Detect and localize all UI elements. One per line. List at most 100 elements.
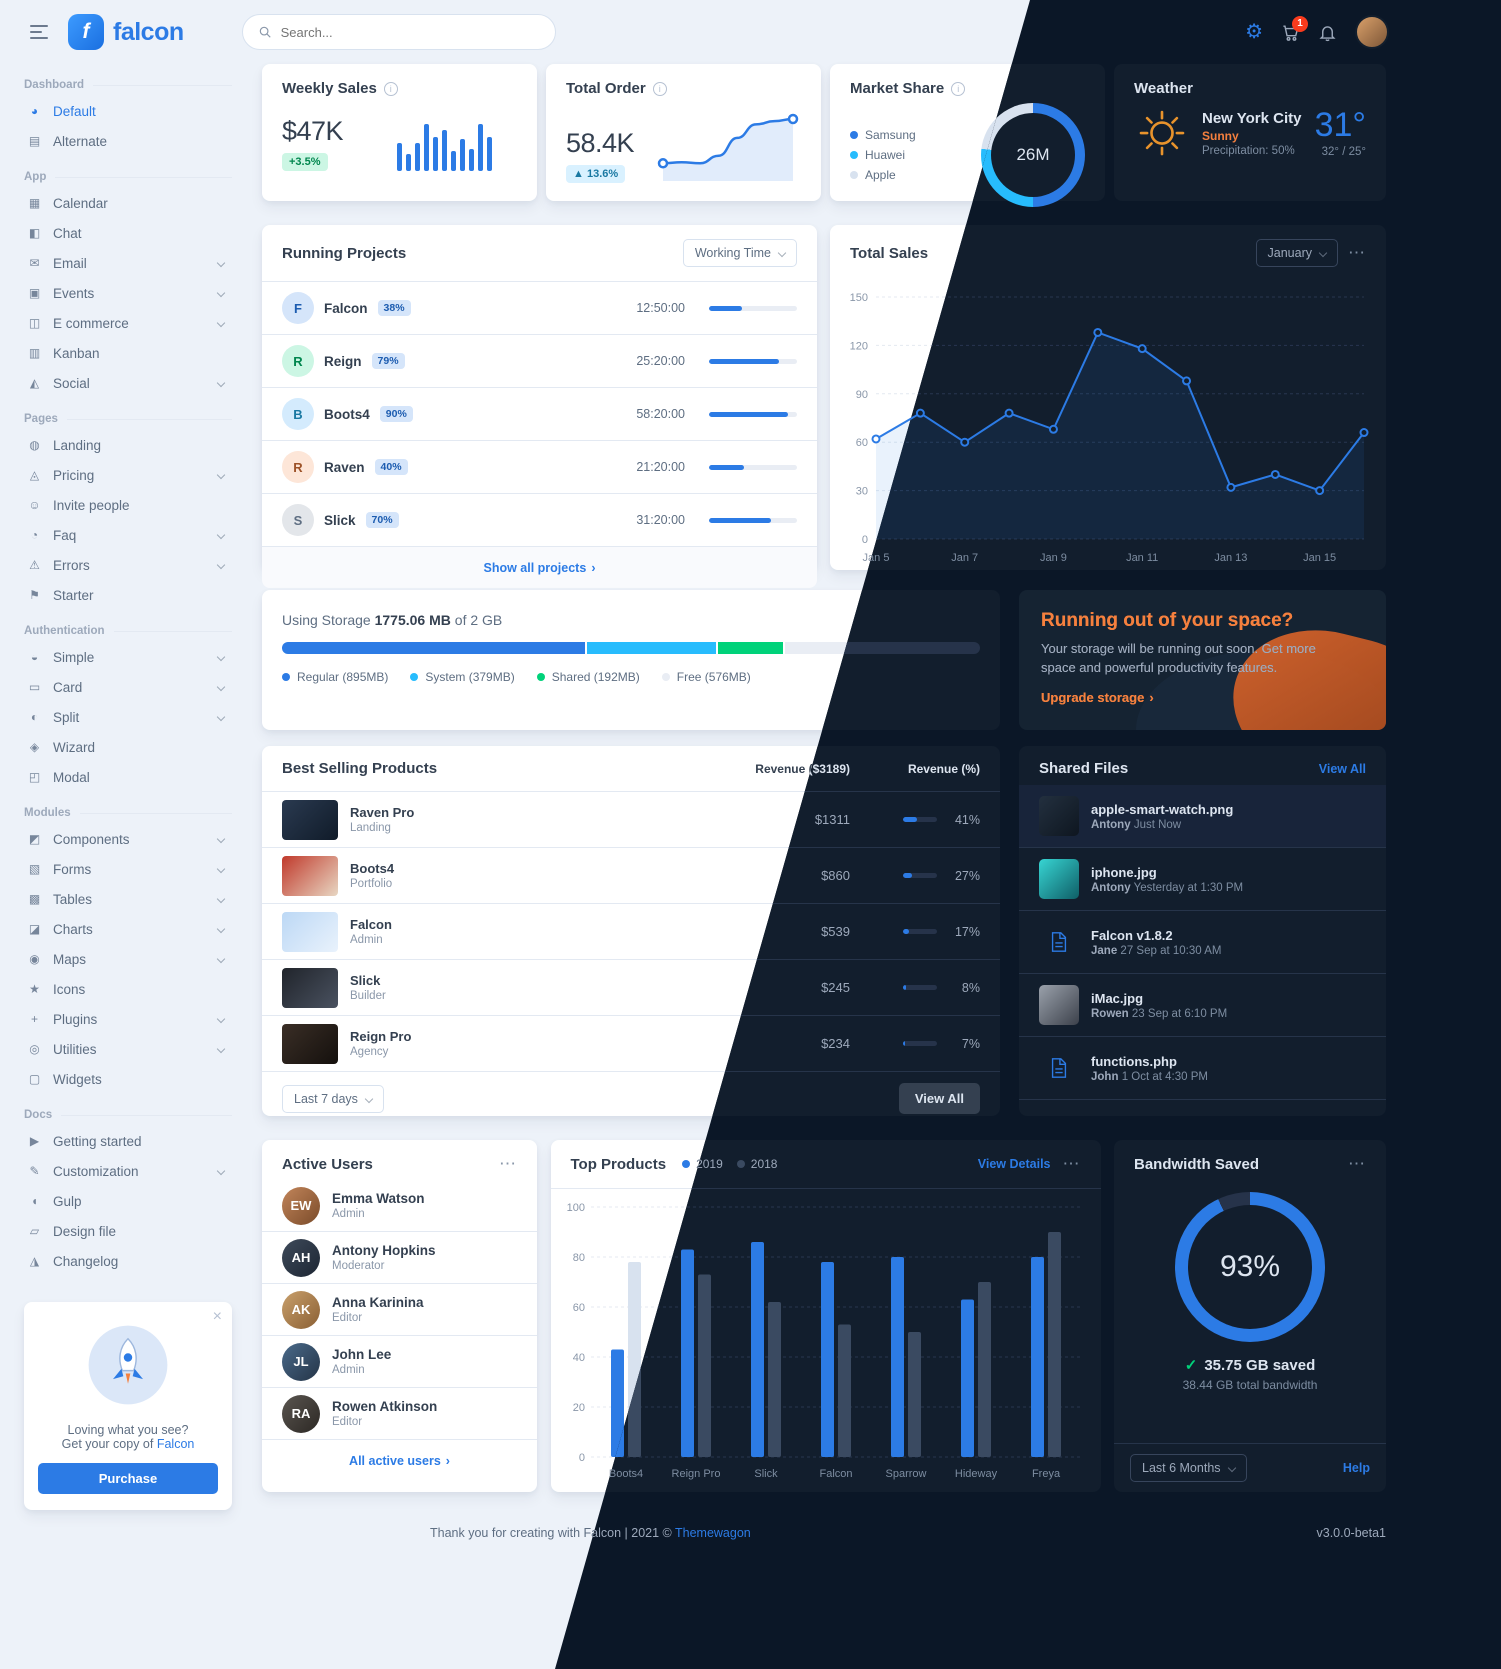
sidebar-item-icons[interactable]: ★Icons xyxy=(24,974,232,1004)
shared-files-view-all-link[interactable]: View All xyxy=(1318,761,1366,776)
card-menu-button[interactable]: ⋯ xyxy=(1348,243,1366,262)
falcon-link[interactable]: Falcon xyxy=(156,1437,195,1451)
sidebar-item-starter[interactable]: ⚑Starter xyxy=(24,580,232,610)
user-avatar[interactable]: AK xyxy=(282,1290,320,1329)
sidebar-item-forms[interactable]: ▧Forms xyxy=(24,854,232,884)
product-name[interactable]: Falcon xyxy=(350,917,392,932)
upgrade-storage-link[interactable]: Upgrade storage › xyxy=(1041,689,1154,705)
info-icon[interactable]: i xyxy=(951,81,966,96)
user-name[interactable]: John Lee xyxy=(332,1347,392,1362)
sidebar-item-e-commerce[interactable]: ◫E commerce xyxy=(24,308,232,338)
close-icon[interactable]: × xyxy=(212,1308,222,1325)
sidebar-item-faq[interactable]: ◔Faq xyxy=(24,520,232,550)
project-name[interactable]: Boots4 xyxy=(324,406,370,422)
file-name[interactable]: Falcon v1.8.2 xyxy=(1091,927,1173,943)
last-7-days-select[interactable]: Last 7 days xyxy=(282,1084,384,1113)
user-avatar[interactable]: RA xyxy=(282,1394,320,1433)
settings-gear-icon[interactable]: ⚙ xyxy=(1245,21,1263,43)
info-icon[interactable]: i xyxy=(652,81,667,96)
sidebar-item-widgets[interactable]: ▢Widgets xyxy=(24,1064,232,1094)
sidebar-item-wizard[interactable]: ◈Wizard xyxy=(24,732,232,762)
sidebar-item-events[interactable]: ▣Events xyxy=(24,278,232,308)
view-details-link[interactable]: View Details xyxy=(977,1157,1051,1171)
sidebar-item-chat[interactable]: ◧Chat xyxy=(24,218,232,248)
month-select[interactable]: January xyxy=(1255,239,1338,267)
sidebar-item-tables[interactable]: ▩Tables xyxy=(24,884,232,914)
sidebar-item-pricing[interactable]: ◬Pricing xyxy=(24,460,232,490)
project-name[interactable]: Reign xyxy=(324,353,362,369)
sidebar-item-customization[interactable]: ✎Customization xyxy=(24,1156,232,1186)
product-name[interactable]: Slick xyxy=(350,973,381,988)
file-name[interactable]: iphone.jpg xyxy=(1091,864,1157,880)
sidebar-item-card[interactable]: ▭Card xyxy=(24,672,232,702)
product-category[interactable]: Builder xyxy=(350,990,386,1002)
last-6-months-select[interactable]: Last 6 Months xyxy=(1130,1454,1247,1482)
user-name[interactable]: Antony Hopkins xyxy=(332,1243,436,1258)
sidebar-item-split[interactable]: ◐Split xyxy=(24,702,232,732)
product-category[interactable]: Portfolio xyxy=(350,878,393,890)
notifications-bell-icon[interactable] xyxy=(1318,23,1337,42)
product-category[interactable]: Agency xyxy=(350,1046,389,1058)
sidebar-item-email[interactable]: ✉Email xyxy=(24,248,232,278)
sidebar-item-errors[interactable]: ⚠Errors xyxy=(24,550,232,580)
sidebar-item-utilities[interactable]: ◎Utilities xyxy=(24,1034,232,1064)
sidebar-item-gulp[interactable]: ◖Gulp xyxy=(24,1186,232,1216)
upgrade-storage-link[interactable]: Upgrade storage › xyxy=(1041,689,1154,705)
sidebar-item-kanban[interactable]: ▥Kanban xyxy=(24,338,232,368)
card-menu-button[interactable]: ⋯ xyxy=(1062,1154,1081,1173)
user-row-john-lee: JL John Lee Admin xyxy=(262,1336,537,1388)
project-name[interactable]: Slick xyxy=(324,512,356,528)
user-name[interactable]: Emma Watson xyxy=(332,1191,425,1206)
project-name[interactable]: Falcon xyxy=(324,300,368,316)
product-category[interactable]: Landing xyxy=(350,822,391,834)
file-name[interactable]: functions.php xyxy=(1091,1053,1177,1069)
svg-text:0: 0 xyxy=(862,534,868,546)
hamburger-menu-icon[interactable] xyxy=(26,21,52,43)
brand-logo[interactable]: f falcon xyxy=(68,14,184,50)
user-row-emma-watson: EW Emma Watson Admin xyxy=(262,1180,537,1232)
show-all-projects-link[interactable]: Show all projects› xyxy=(262,547,817,588)
sidebar-item-social[interactable]: ◭Social xyxy=(24,368,232,398)
card-menu-button[interactable]: ⋯ xyxy=(1348,1154,1366,1173)
product-name[interactable]: Boots4 xyxy=(350,861,395,876)
card-menu-button[interactable]: ⋯ xyxy=(499,1154,517,1173)
sidebar-item-alternate[interactable]: ▤Alternate xyxy=(24,126,232,156)
file-name[interactable]: apple-smart-watch.png xyxy=(1091,801,1234,817)
purchase-button[interactable]: Purchase xyxy=(38,1463,218,1494)
sidebar-item-plugins[interactable]: +Plugins xyxy=(24,1004,232,1034)
project-name[interactable]: Raven xyxy=(324,459,365,475)
all-active-users-link[interactable]: All active users› xyxy=(349,1453,450,1468)
info-icon[interactable]: i xyxy=(383,81,398,96)
sidebar-item-calendar[interactable]: ▦Calendar xyxy=(24,188,232,218)
themewagon-link[interactable]: Themewagon xyxy=(675,1526,751,1540)
sidebar-item-changelog[interactable]: ◮Changelog xyxy=(24,1246,232,1276)
user-name[interactable]: Rowen Atkinson xyxy=(332,1399,438,1414)
user-avatar[interactable]: EW xyxy=(282,1186,320,1225)
working-time-select[interactable]: Working Time xyxy=(682,239,797,267)
search-input[interactable] xyxy=(280,24,540,40)
shopping-cart-icon[interactable]: 1 xyxy=(1281,15,1308,42)
sidebar-item-components[interactable]: ◩Components xyxy=(24,824,232,854)
file-name[interactable]: iMac.jpg xyxy=(1091,990,1144,1006)
sidebar-item-invite-people[interactable]: ☺Invite people xyxy=(24,490,232,520)
sidebar-item-landing[interactable]: ◍Landing xyxy=(24,430,232,460)
product-name[interactable]: Raven Pro xyxy=(350,805,415,820)
help-link[interactable]: Help xyxy=(1342,1461,1370,1475)
calendar-icon: ▦ xyxy=(28,196,41,210)
user-name[interactable]: Anna Karinina xyxy=(332,1295,424,1310)
sidebar-item-default[interactable]: ◕Default xyxy=(24,96,232,126)
sidebar-item-modal[interactable]: ◰Modal xyxy=(24,762,232,792)
search-box[interactable] xyxy=(241,14,556,50)
sidebar-item-maps[interactable]: ◉Maps xyxy=(24,944,232,974)
view-all-button[interactable]: View All xyxy=(898,1083,980,1114)
user-avatar[interactable] xyxy=(1355,15,1389,49)
sidebar-item-design-file[interactable]: ▱Design file xyxy=(24,1216,232,1246)
sidebar-item-charts[interactable]: ◪Charts xyxy=(24,914,232,944)
sidebar-item-getting-started[interactable]: ▶Getting started xyxy=(24,1126,232,1156)
user-avatar[interactable]: AH xyxy=(282,1238,320,1277)
user-avatar[interactable]: JL xyxy=(282,1342,320,1381)
product-category[interactable]: Admin xyxy=(350,934,383,946)
sidebar-item-simple[interactable]: ◒Simple xyxy=(24,642,232,672)
product-name[interactable]: Reign Pro xyxy=(350,1029,412,1044)
